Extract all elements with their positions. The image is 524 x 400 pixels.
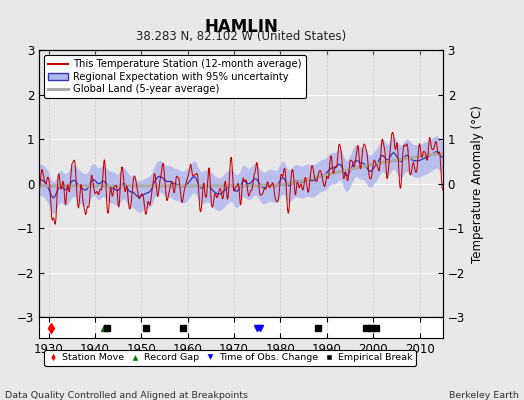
Text: Berkeley Earth: Berkeley Earth — [449, 391, 519, 400]
Legend: Station Move, Record Gap, Time of Obs. Change, Empirical Break: Station Move, Record Gap, Time of Obs. C… — [44, 350, 416, 366]
Text: 38.283 N, 82.102 W (United States): 38.283 N, 82.102 W (United States) — [136, 30, 346, 43]
Legend: This Temperature Station (12-month average), Regional Expectation with 95% uncer: This Temperature Station (12-month avera… — [45, 55, 306, 98]
Text: Data Quality Controlled and Aligned at Breakpoints: Data Quality Controlled and Aligned at B… — [5, 391, 248, 400]
Text: HAMLIN: HAMLIN — [204, 18, 278, 36]
Y-axis label: Temperature Anomaly (°C): Temperature Anomaly (°C) — [471, 105, 484, 263]
